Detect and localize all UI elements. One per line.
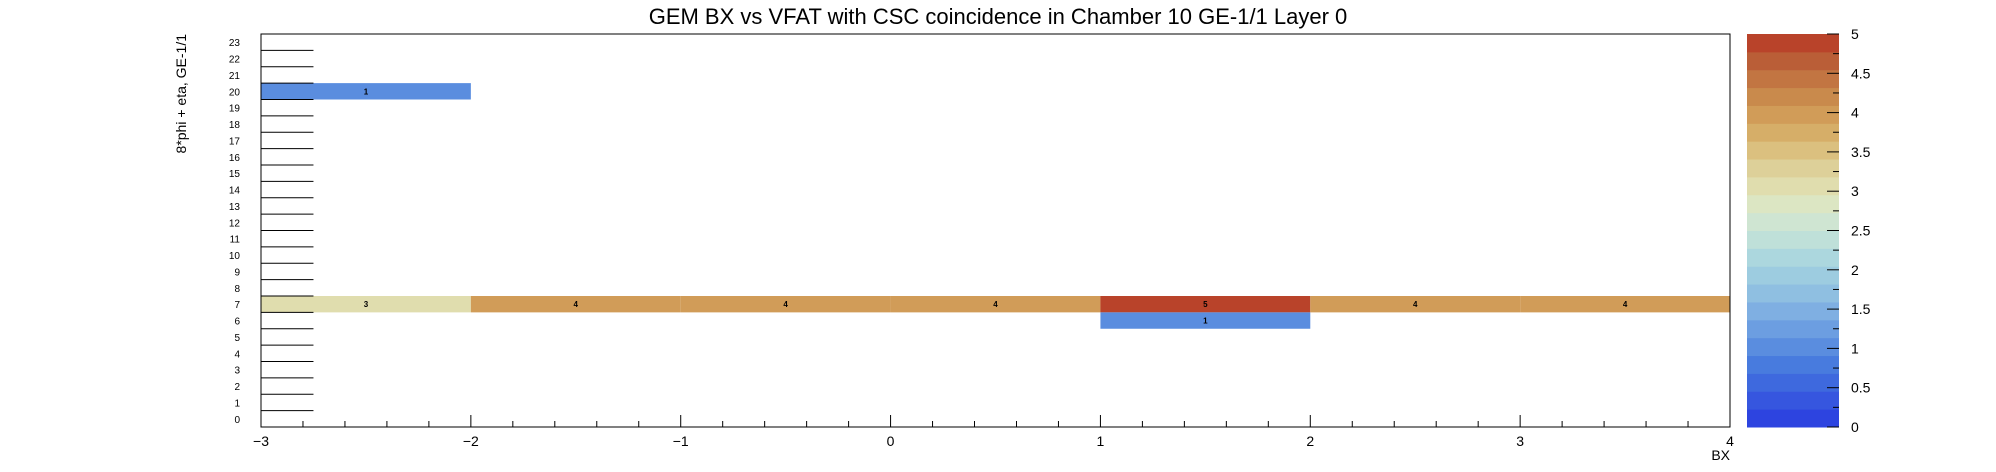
x-tick-label: 0 [887, 433, 895, 449]
y-axis-label: 8*phi + eta, GE-1/1 [173, 34, 189, 154]
x-axis-label: BX [1711, 447, 1730, 463]
color-scale-segment [1747, 355, 1839, 374]
cell-value-label: 4 [1413, 300, 1418, 309]
heatmap-cell [1100, 312, 1311, 329]
y-tick-label: 6 [234, 317, 240, 328]
cell-value-label: 1 [1203, 317, 1208, 326]
color-scale-segment [1747, 176, 1839, 196]
color-scale-segment [1747, 69, 1839, 89]
x-tick-label: −3 [253, 433, 269, 449]
color-scale-segment [1747, 373, 1839, 392]
y-tick-label: 21 [229, 71, 241, 82]
color-scale-tick-label: 0.5 [1851, 380, 1871, 396]
heatmap-cell [261, 83, 471, 100]
cell-value-label: 4 [1623, 300, 1628, 309]
y-tick-label: 12 [229, 218, 241, 229]
cell-value-label: 4 [574, 300, 579, 309]
color-scale-segment [1747, 391, 1839, 410]
color-scale-segment [1747, 34, 1839, 53]
color-scale-tick-label: 2 [1851, 262, 1859, 278]
color-scale-segment [1747, 141, 1839, 160]
y-tick-label: 10 [229, 251, 241, 262]
color-scale-tick-label: 0 [1851, 419, 1859, 435]
y-tick-label: 5 [234, 333, 240, 344]
color-scale-segment [1747, 301, 1839, 321]
y-tick-label: 2 [234, 382, 240, 393]
x-tick-label: 2 [1306, 433, 1314, 449]
heatmap-cell [470, 296, 681, 313]
color-scale-tick-label: 4 [1851, 105, 1859, 121]
color-scale-segment [1747, 212, 1839, 231]
y-tick-label: 0 [234, 415, 240, 426]
color-scale-segment [1747, 51, 1839, 71]
x-tick-label: −2 [463, 433, 479, 449]
plot-frame [260, 33, 1731, 428]
y-tick-label: 7 [234, 300, 240, 311]
heatmap-cells: 1 3 4 4 4 5 4 4 1 [261, 83, 1730, 329]
cell-value-label: 4 [993, 300, 998, 309]
heatmap-cell [261, 296, 471, 313]
y-tick-label: 13 [229, 202, 241, 213]
y-tick-label: 17 [229, 136, 241, 147]
y-tick-label: 4 [234, 349, 240, 360]
cell-value-label: 4 [783, 300, 788, 309]
color-scale-tick-label: 3.5 [1851, 144, 1871, 160]
y-tick-label: 18 [229, 120, 241, 131]
x-tick-label: 4 [1726, 433, 1734, 449]
y-tick-label: 15 [229, 169, 241, 180]
heatmap-cell [1520, 296, 1730, 313]
color-scale-segment [1747, 123, 1839, 142]
heatmap-cell [1310, 296, 1521, 313]
color-scale-tick-label: 1 [1851, 340, 1859, 356]
color-scale-segment [1747, 159, 1839, 178]
color-scale-tick-label: 5 [1851, 26, 1859, 42]
color-scale-segment [1747, 230, 1839, 249]
x-tick-label: −1 [673, 433, 689, 449]
chart-title: GEM BX vs VFAT with CSC coincidence in C… [649, 4, 1348, 29]
color-scale-segment [1747, 248, 1839, 267]
color-scale-segment [1747, 319, 1839, 339]
color-scale-tick-label: 1.5 [1851, 301, 1871, 317]
color-scale-segment [1747, 105, 1839, 124]
y-tick-label: 8 [234, 284, 240, 295]
color-scale-tick-label: 4.5 [1851, 65, 1871, 81]
cell-value-label: 1 [364, 87, 369, 96]
color-scale-bar: 0 0.5 1 1.5 2 2.5 3 3.5 4 4.5 5 [1747, 26, 1871, 435]
y-tick-label: 16 [229, 153, 241, 164]
heatmap-cell [890, 296, 1101, 313]
y-tick-label: 3 [234, 366, 240, 377]
heatmap-cell [680, 296, 891, 313]
y-tick-label: 14 [229, 186, 241, 197]
x-axis: −3 −2 −1 0 1 2 3 4 [253, 415, 1734, 449]
y-tick-label: 23 [229, 38, 241, 49]
color-scale-segment [1747, 87, 1839, 106]
color-scale-tick-label: 3 [1851, 183, 1859, 199]
y-tick-label: 19 [229, 104, 241, 115]
heatmap-cell [1100, 296, 1311, 313]
color-scale-segment [1747, 284, 1839, 303]
y-tick-label: 1 [234, 398, 240, 409]
cell-value-label: 3 [364, 300, 369, 309]
cell-value-label: 5 [1203, 300, 1208, 309]
y-tick-label: 9 [234, 267, 240, 278]
y-tick-label: 22 [229, 55, 241, 66]
color-scale-segment [1747, 337, 1839, 357]
y-tick-label: 11 [230, 235, 241, 246]
color-scale-segment [1747, 409, 1839, 428]
y-tick-label: 20 [229, 87, 241, 98]
color-scale-segment [1747, 194, 1839, 214]
x-tick-label: 1 [1097, 433, 1105, 449]
color-scale-segment [1747, 266, 1839, 285]
x-tick-label: 3 [1516, 433, 1524, 449]
color-scale-tick-label: 2.5 [1851, 223, 1871, 239]
